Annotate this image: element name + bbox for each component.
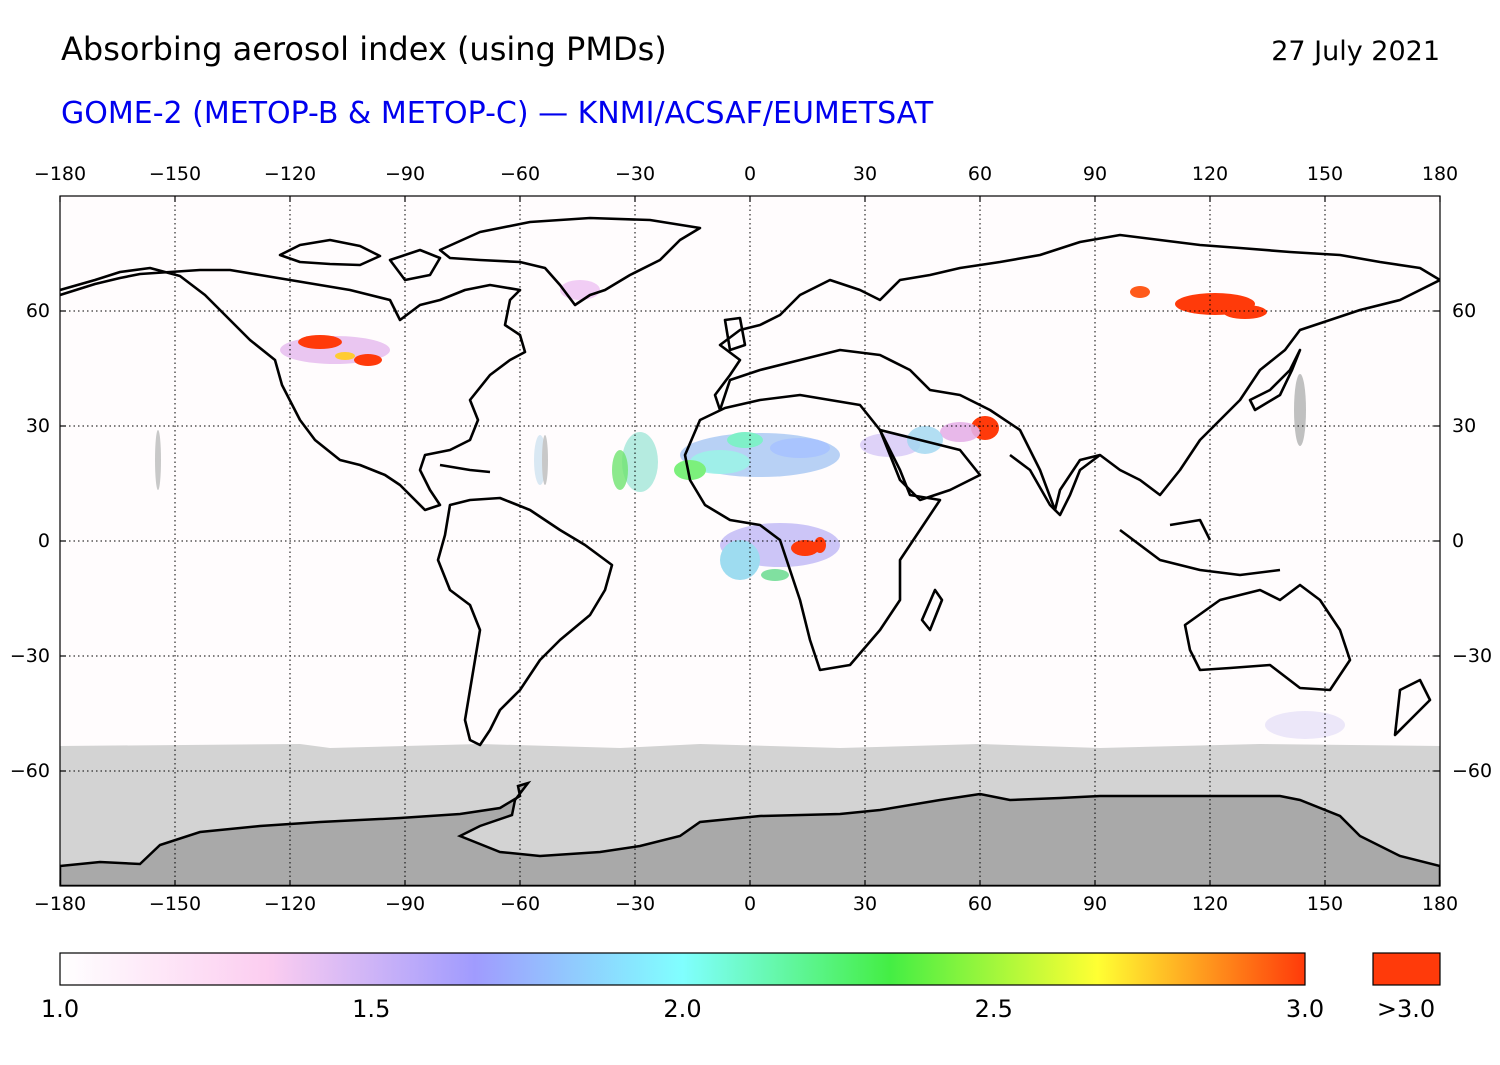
colorbar-overflow (1372, 952, 1441, 986)
lon-tick-label: −180 (33, 893, 87, 915)
lat-tick-label: 60 (25, 300, 50, 322)
colorbar (59, 952, 1306, 986)
lon-tick-label: 60 (967, 893, 993, 915)
lon-tick-label: 180 (1421, 893, 1459, 915)
lon-tick-label: −90 (384, 893, 426, 915)
lon-tick-label: −60 (499, 163, 541, 185)
lat-tick-label: −30 (9, 645, 50, 667)
lon-tick-label: 30 (852, 163, 878, 185)
lat-tick-label: 0 (1452, 530, 1465, 552)
lon-tick-label: −30 (614, 163, 656, 185)
lat-tick-label: 60 (1452, 300, 1477, 322)
lon-tick-label: 60 (967, 163, 993, 185)
lon-tick-label: 180 (1421, 163, 1459, 185)
date-label: 27 July 2021 (1271, 36, 1440, 67)
lat-tick-label: 30 (25, 415, 50, 437)
lon-tick-label: −90 (384, 163, 426, 185)
colorbar-tick-label: 1.5 (352, 995, 391, 1023)
lon-tick-label: −150 (148, 893, 202, 915)
lat-tick-label: 30 (1452, 415, 1477, 437)
chart-subtitle: GOME-2 (METOP-B & METOP-C) — KNMI/ACSAF/… (61, 96, 934, 131)
lon-tick-label: −180 (33, 163, 87, 185)
lat-tick-label: −60 (1452, 760, 1493, 782)
lon-tick-label: 150 (1306, 163, 1344, 185)
colorbar-tick-label: 1.0 (40, 995, 80, 1023)
lon-tick-label: 150 (1306, 893, 1344, 915)
lon-tick-label: 120 (1191, 163, 1229, 185)
lat-tick-label: −60 (9, 760, 50, 782)
colorbar-tick-label: 3.0 (1285, 995, 1325, 1023)
lon-tick-label: −120 (263, 163, 317, 185)
lon-tick-label: 90 (1082, 163, 1108, 185)
lon-tick-label: 30 (852, 893, 878, 915)
lat-tick-label: −30 (1452, 645, 1493, 667)
lon-tick-label: −150 (148, 163, 202, 185)
colorbar-tick-label: 2.0 (663, 995, 702, 1023)
lon-tick-label: 120 (1191, 893, 1229, 915)
lon-tick-label: 0 (743, 893, 757, 915)
lon-tick-label: −30 (614, 893, 656, 915)
aerosol-patches (155, 280, 1345, 739)
lon-tick-label: 0 (743, 163, 757, 185)
gridlines (60, 196, 1440, 886)
chart-title: Absorbing aerosol index (using PMDs) (61, 30, 667, 68)
tick-marks (59, 196, 1441, 886)
lon-tick-label: −60 (499, 893, 541, 915)
lat-tick-label: 0 (37, 530, 50, 552)
colorbar-tick-label: 2.5 (974, 995, 1013, 1023)
lon-tick-label: −120 (263, 893, 317, 915)
colorbar-overflow-label: >3.0 (1376, 995, 1436, 1023)
lon-tick-label: 90 (1082, 893, 1108, 915)
